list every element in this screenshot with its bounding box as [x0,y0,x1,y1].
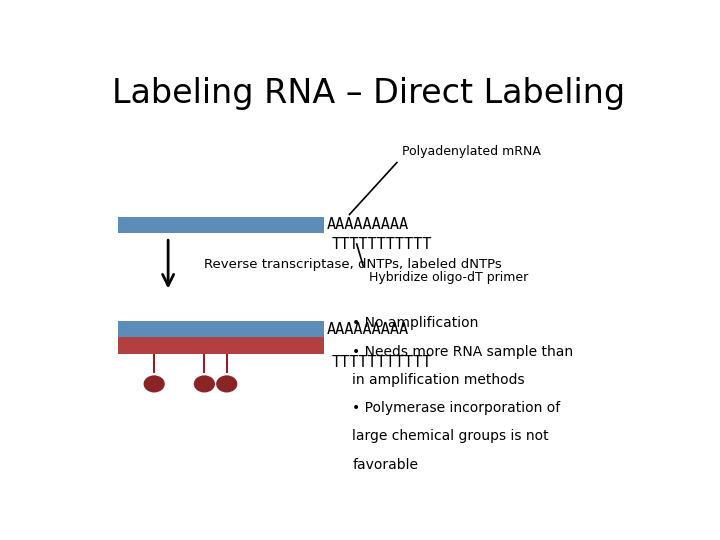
Text: • No amplification: • No amplification [352,316,479,330]
Ellipse shape [143,375,165,393]
Text: favorable: favorable [352,458,418,472]
Text: TTTTTTTTTTT: TTTTTTTTTTT [332,355,432,369]
Ellipse shape [216,375,238,393]
Bar [118,217,324,233]
Text: in amplification methods: in amplification methods [352,373,525,387]
Bar [118,321,324,337]
Text: • Polymerase incorporation of: • Polymerase incorporation of [352,401,560,415]
Text: • Needs more RNA sample than: • Needs more RNA sample than [352,345,573,359]
Text: AAAAAAAAA: AAAAAAAAA [327,218,409,232]
Ellipse shape [194,375,215,393]
Text: AAAAAAAAA: AAAAAAAAA [327,322,409,337]
Text: Polyadenylated mRNA: Polyadenylated mRNA [402,145,541,158]
Text: TTTTTTTTTTT: TTTTTTTTTTT [332,237,432,252]
Bar [118,337,324,354]
Text: Reverse transcriptase, dNTPs, labeled dNTPs: Reverse transcriptase, dNTPs, labeled dN… [204,258,502,271]
Text: Hybridize oligo-dT primer: Hybridize oligo-dT primer [369,271,528,284]
Text: large chemical groups is not: large chemical groups is not [352,429,549,443]
Text: Labeling RNA – Direct Labeling: Labeling RNA – Direct Labeling [112,77,626,110]
